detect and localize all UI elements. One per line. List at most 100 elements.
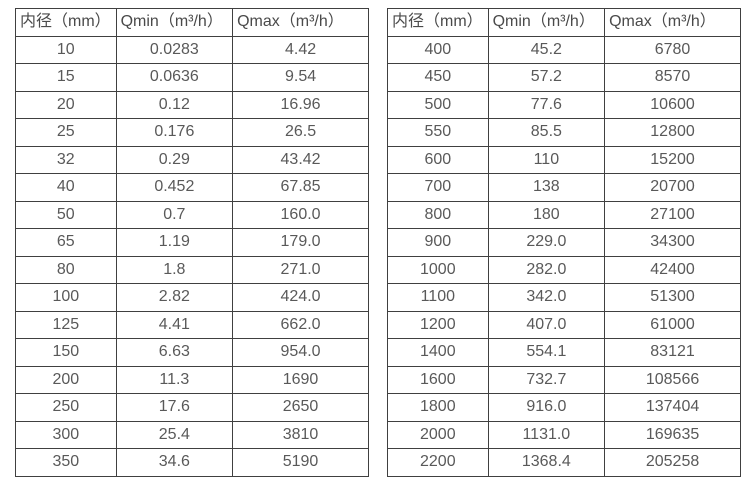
table-row: 400 45.2 6780: [387, 35, 741, 64]
table-cell: 2200: [387, 448, 489, 477]
table-cell: 100: [15, 283, 117, 312]
flow-table-small-diameters: 内径（mm） Qmin（m³/h） Qmax（m³/h） 10 0.0283 4.4…: [15, 8, 369, 477]
table-row: 2200 1368.4 205258: [387, 448, 741, 477]
table-cell: 0.7: [115, 200, 234, 229]
table-cell: 0.452: [115, 173, 234, 202]
table-cell: 271.0: [232, 255, 369, 284]
table-cell: 0.12: [115, 90, 234, 119]
table-row: 300 25.4 3810: [15, 420, 369, 449]
table-cell: 200: [15, 365, 117, 394]
table-cell: 65: [15, 228, 117, 257]
table-cell: 1.19: [115, 228, 234, 257]
table-cell: 6780: [604, 35, 741, 64]
table-cell: 424.0: [232, 283, 369, 312]
table-cell: 10600: [604, 90, 741, 119]
table-cell: 342.0: [487, 283, 606, 312]
table-cell: 17.6: [115, 393, 234, 422]
table-cell: 1690: [232, 365, 369, 394]
table-cell: 34.6: [115, 448, 234, 477]
table-cell: 500: [387, 90, 489, 119]
table-cell: 1600: [387, 365, 489, 394]
table-cell: 180: [487, 200, 606, 229]
table-row: 1000 282.0 42400: [387, 255, 741, 284]
table-row: 1800 916.0 137404: [387, 393, 741, 422]
table-row: 2000 1131.0 169635: [387, 420, 741, 449]
table-cell: 250: [15, 393, 117, 422]
table-row: 200 11.3 1690: [15, 365, 369, 394]
table-cell: 15200: [604, 145, 741, 174]
table-cell: 1200: [387, 310, 489, 339]
table-cell: 1131.0: [487, 420, 606, 449]
table-cell: 6.63: [115, 338, 234, 367]
table-cell: 43.42: [232, 145, 369, 174]
table-cell: 125: [15, 310, 117, 339]
table-cell: 27100: [604, 200, 741, 229]
table-row: 600 110 15200: [387, 145, 741, 174]
table-cell: 160.0: [232, 200, 369, 229]
table-cell: 9.54: [232, 63, 369, 92]
table-cell: 34300: [604, 228, 741, 257]
header-qmin: Qmin（m³/h）: [487, 8, 606, 37]
table-cell: 5190: [232, 448, 369, 477]
table-cell: 40: [15, 173, 117, 202]
table-cell: 57.2: [487, 63, 606, 92]
flow-table: 内径（mm） Qmin（m³/h） Qmax（m³/h） 10 0.0283 4.4…: [15, 8, 369, 477]
table-cell: 600: [387, 145, 489, 174]
header-inner-diameter: 内径（mm）: [15, 8, 117, 37]
table-cell: 83121: [604, 338, 741, 367]
header-qmax: Qmax（m³/h）: [604, 8, 741, 37]
table-cell: 61000: [604, 310, 741, 339]
table-cell: 732.7: [487, 365, 606, 394]
header-qmin: Qmin（m³/h）: [115, 8, 234, 37]
table-cell: 954.0: [232, 338, 369, 367]
table-cell: 20700: [604, 173, 741, 202]
table-cell: 1368.4: [487, 448, 606, 477]
table-cell: 8570: [604, 63, 741, 92]
table-row: 800 180 27100: [387, 200, 741, 229]
flow-table-large-diameters: 内径（mm） Qmin（m³/h） Qmax（m³/h） 400 45.2 6780…: [387, 8, 741, 477]
table-row: 1200 407.0 61000: [387, 310, 741, 339]
table-cell: 80: [15, 255, 117, 284]
table-row: 80 1.8 271.0: [15, 255, 369, 284]
table-cell: 1000: [387, 255, 489, 284]
table-row: 50 0.7 160.0: [15, 200, 369, 229]
table-row: 125 4.41 662.0: [15, 310, 369, 339]
table-row: 25 0.176 26.5: [15, 118, 369, 147]
table-row: 40 0.452 67.85: [15, 173, 369, 202]
table-cell: 800: [387, 200, 489, 229]
table-cell: 550: [387, 118, 489, 147]
table-cell: 150: [15, 338, 117, 367]
table-cell: 554.1: [487, 338, 606, 367]
table-cell: 25.4: [115, 420, 234, 449]
table-row: 10 0.0283 4.42: [15, 35, 369, 64]
table-cell: 25: [15, 118, 117, 147]
table-header-row: 内径（mm） Qmin（m³/h） Qmax（m³/h）: [387, 8, 741, 37]
table-cell: 10: [15, 35, 117, 64]
table-row: 65 1.19 179.0: [15, 228, 369, 257]
table-cell: 11.3: [115, 365, 234, 394]
flow-table: 内径（mm） Qmin（m³/h） Qmax（m³/h） 400 45.2 6780…: [387, 8, 741, 477]
table-cell: 4.42: [232, 35, 369, 64]
table-cell: 2.82: [115, 283, 234, 312]
table-cell: 15: [15, 63, 117, 92]
table-cell: 169635: [604, 420, 741, 449]
table-cell: 2650: [232, 393, 369, 422]
table-row: 450 57.2 8570: [387, 63, 741, 92]
table-cell: 350: [15, 448, 117, 477]
table-cell: 2000: [387, 420, 489, 449]
table-row: 900 229.0 34300: [387, 228, 741, 257]
table-row: 100 2.82 424.0: [15, 283, 369, 312]
table-row: 1100 342.0 51300: [387, 283, 741, 312]
table-cell: 12800: [604, 118, 741, 147]
table-row: 700 138 20700: [387, 173, 741, 202]
table-cell: 300: [15, 420, 117, 449]
table-cell: 20: [15, 90, 117, 119]
table-row: 350 34.6 5190: [15, 448, 369, 477]
table-row: 550 85.5 12800: [387, 118, 741, 147]
table-cell: 50: [15, 200, 117, 229]
table-cell: 205258: [604, 448, 741, 477]
table-cell: 137404: [604, 393, 741, 422]
table-cell: 1100: [387, 283, 489, 312]
table-cell: 400: [387, 35, 489, 64]
